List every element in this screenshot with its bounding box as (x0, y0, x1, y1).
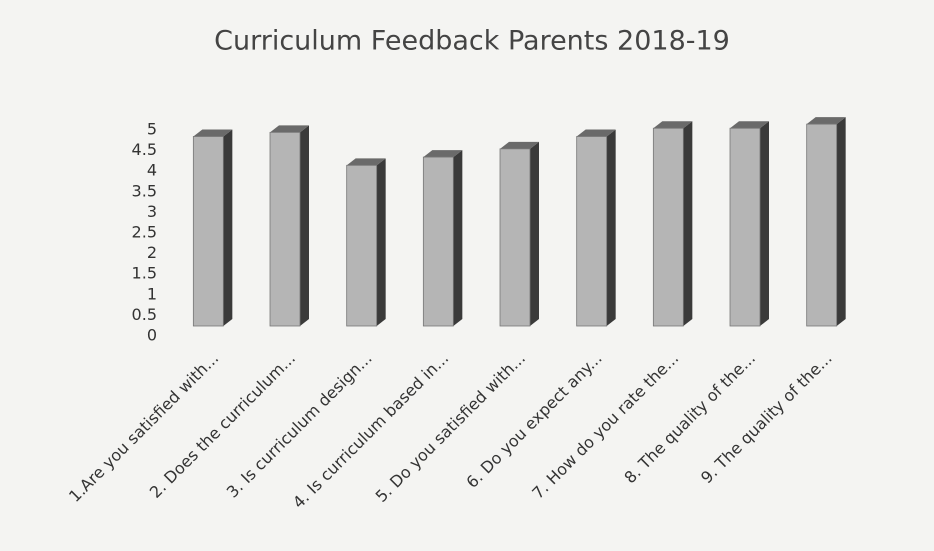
bar (806, 123, 838, 327)
bar-side (223, 129, 233, 326)
bar-top (576, 129, 616, 137)
y-tick-label: 4 (147, 161, 157, 180)
bar (576, 136, 608, 327)
bar (499, 148, 531, 327)
y-tick-label: 1.5 (132, 264, 157, 283)
y-tick-label: 3.5 (132, 181, 157, 200)
bar-top (730, 121, 769, 129)
bar (729, 127, 761, 327)
chart-title: Curriculum Feedback Parents 2018-19 (214, 26, 730, 57)
bar-top (423, 150, 463, 158)
bar (269, 131, 301, 327)
y-tick-label: 1 (147, 284, 157, 303)
bar-top (346, 158, 386, 166)
bar (422, 156, 454, 327)
y-tick-label: 2.5 (132, 223, 157, 242)
bar (346, 164, 378, 327)
bar-side (606, 129, 616, 326)
bar-side (683, 121, 693, 327)
y-tick-label: 3 (147, 202, 157, 221)
y-tick-label: 2 (147, 243, 157, 262)
bar (652, 127, 684, 327)
bar-side (530, 141, 539, 326)
y-tick-label: 0 (147, 326, 157, 345)
bar-top (653, 121, 693, 129)
bar-side (760, 121, 769, 327)
y-tick-label: 0.5 (132, 305, 157, 324)
bar-top (193, 129, 233, 137)
bar (192, 136, 224, 327)
bar-top (806, 117, 846, 125)
bar-side (453, 150, 463, 326)
y-tick-label: 4.5 (132, 140, 157, 159)
bar-side (836, 117, 846, 327)
bar-top (270, 125, 309, 133)
y-tick-label: 5 (147, 120, 157, 139)
bar-side (300, 125, 309, 326)
bar-top (500, 141, 539, 149)
bar-side (376, 158, 386, 326)
